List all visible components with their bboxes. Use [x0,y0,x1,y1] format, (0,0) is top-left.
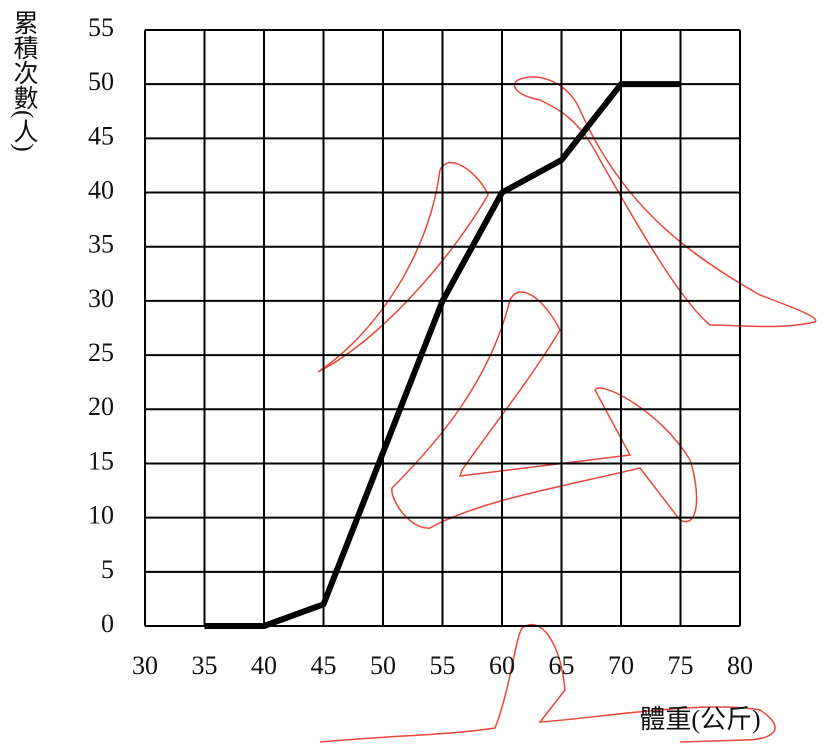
y-tick-label: 0 [101,609,114,638]
y-tick-label: 55 [88,13,114,42]
x-tick-label: 55 [430,651,456,680]
y-tick-label: 40 [88,176,114,205]
y-tick-label: 25 [88,338,114,367]
x-tick-label: 45 [311,651,337,680]
data-line [204,81,681,629]
x-tick-label: 50 [370,651,396,680]
grid [144,29,741,627]
y-tick-label: 5 [101,555,114,584]
y-tick-label: 15 [88,446,114,475]
y-tick-label: 45 [88,121,114,150]
x-axis-label: 體重(公斤) [639,705,760,734]
y-tick-label: 50 [88,67,114,96]
y-tick-label: 30 [88,284,114,313]
marks [204,81,681,629]
y-tick-label: 35 [88,230,114,259]
y-tick-label: 10 [88,501,114,530]
x-tick-label: 30 [132,651,158,680]
x-tick-label: 40 [251,651,277,680]
y-axis-label: 累積次數(人) [10,10,37,152]
y-tick-label: 20 [88,392,114,421]
x-tick-label: 75 [668,651,694,680]
x-tick-label: 70 [608,651,634,680]
x-tick-label: 60 [489,651,515,680]
x-tick-label: 80 [727,651,753,680]
x-tick-label: 65 [549,651,575,680]
x-tick-label: 35 [192,651,218,680]
